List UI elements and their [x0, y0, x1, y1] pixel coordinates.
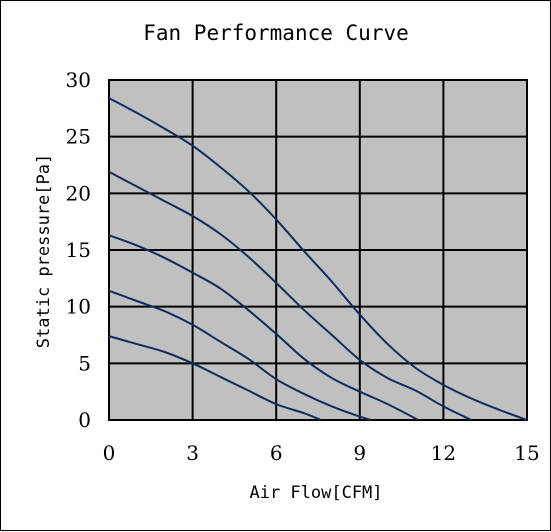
series-lines — [108, 97, 528, 421]
x-tick-labels: 0 3 6 9 12 15 — [103, 441, 540, 465]
y-tick-label: 5 — [78, 351, 91, 375]
chart-title: Fan Performance Curve — [143, 21, 409, 45]
series-line-4 — [108, 289, 372, 421]
y-tick-label: 25 — [66, 125, 91, 149]
y-tick-labels: 0 5 10 15 20 25 30 — [66, 68, 91, 432]
series-line-5 — [108, 335, 322, 421]
x-tick-label: 9 — [353, 441, 366, 465]
series-line-2 — [108, 170, 472, 421]
y-tick-label: 0 — [78, 408, 91, 432]
x-tick-label: 0 — [103, 441, 116, 465]
grid-lines — [108, 79, 528, 421]
y-tick-label: 10 — [66, 295, 91, 319]
y-axis-label: Static pressure[Pa] — [34, 154, 54, 348]
x-tick-label: 6 — [270, 441, 283, 465]
x-tick-label: 3 — [186, 441, 199, 465]
series-line-3 — [108, 234, 419, 421]
x-tick-label: 15 — [514, 441, 539, 465]
x-axis-label: Air Flow[CFM] — [249, 483, 382, 503]
y-tick-label: 20 — [66, 181, 91, 205]
series-line-1 — [108, 97, 528, 421]
x-tick-label: 12 — [431, 441, 456, 465]
y-tick-label: 15 — [66, 238, 91, 262]
y-tick-label: 30 — [66, 68, 91, 92]
